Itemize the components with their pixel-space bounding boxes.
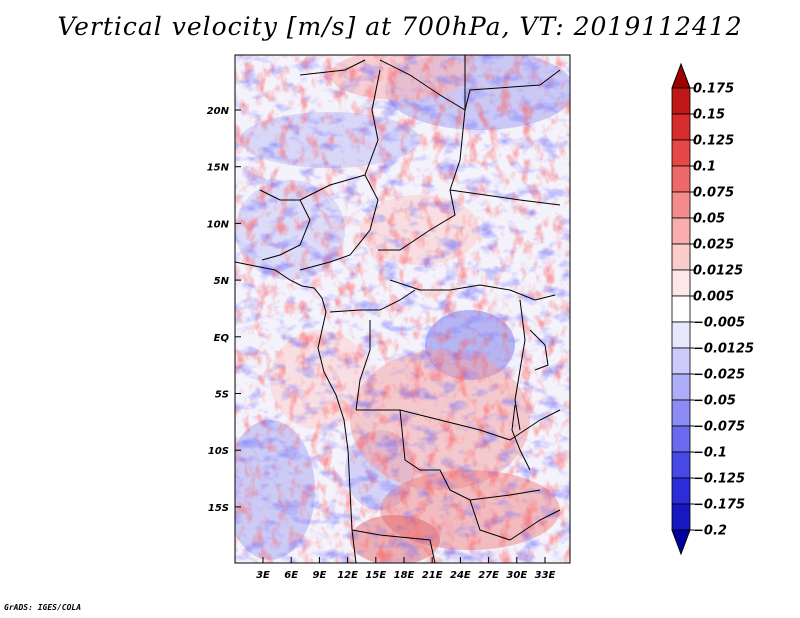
colorbar-swatch [671,62,691,89]
colorbar: 0.175 0.15 0.125 0.1 0.075 0.05 0.025 0.0125 0.0… [671,62,754,556]
map-title: Vertical velocity [m/s] at 700hPa, VT: 2… [57,12,743,41]
lat-label: 5S [215,390,229,401]
lat-label: 20N [207,106,230,117]
colorbar-label: 0.1 [693,160,716,175]
lat-label: 15S [208,503,229,514]
colorbar-label: −0.075 [693,420,745,435]
colorbar-swatch [671,269,691,297]
colorbar-label: −0.0125 [693,342,754,357]
lat-label: 10S [208,446,229,457]
colorbar-label: −0.1 [693,446,727,461]
lat-label: 5N [214,276,230,287]
plot-frame [234,54,571,564]
political-boundaries [235,55,561,563]
lon-label: 18E [394,570,415,581]
lat-label: 10N [207,219,230,230]
lon-label: 24E [450,570,471,581]
colorbar-swatch [671,87,691,115]
colorbar-swatch [671,191,691,219]
colorbar-swatch [671,451,691,479]
colorbar-swatch [671,399,691,427]
lon-label: 21E [422,570,443,581]
longitude-axis: 3E 6E 9E 12E 15E 18E 21E 24E 27E 30E 33E [256,557,556,581]
colorbar-label: −0.005 [693,316,745,331]
lat-label: EQ [214,333,230,344]
colorbar-swatch [671,217,691,245]
lon-label: 27E [478,570,499,581]
colorbar-swatch [671,139,691,167]
colorbar-swatch [671,243,691,271]
colorbar-swatch [671,321,691,349]
lon-label: 3E [256,570,270,581]
colorbar-swatch [671,113,691,141]
credit-label: GrADS: IGES/COLA [4,603,82,612]
colorbar-swatch [671,295,691,323]
colorbar-label: 0.125 [693,134,734,149]
colorbar-swatch [671,373,691,401]
colorbar-swatch [671,503,691,531]
colorbar-swatch [671,425,691,453]
lon-label: 12E [337,570,358,581]
lon-label: 33E [535,570,556,581]
colorbar-swatch [671,477,691,505]
colorbar-swatch [671,529,691,556]
colorbar-label: 0.15 [693,108,725,123]
colorbar-label: −0.2 [693,524,727,539]
colorbar-label: 0.075 [693,186,734,201]
lon-label: 6E [284,570,298,581]
lon-label: 15E [365,570,386,581]
colorbar-label: 0.0125 [693,264,743,279]
colorbar-swatch [671,347,691,375]
colorbar-label: −0.05 [693,394,736,409]
latitude-axis: 20N 15N 10N 5N EQ 5S 10S 15S [207,106,241,514]
colorbar-label: 0.025 [693,238,734,253]
colorbar-label: −0.025 [693,368,745,383]
colorbar-label: 0.05 [693,212,725,227]
vertical-velocity-field [235,55,570,563]
lon-label: 9E [313,570,327,581]
lat-label: 15N [207,163,230,174]
colorbar-label: 0.005 [693,290,734,305]
colorbar-label: 0.175 [693,82,734,97]
colorbar-swatch [671,165,691,193]
colorbar-label: −0.175 [693,498,745,513]
lon-label: 30E [506,570,527,581]
colorbar-label: −0.125 [693,472,745,487]
